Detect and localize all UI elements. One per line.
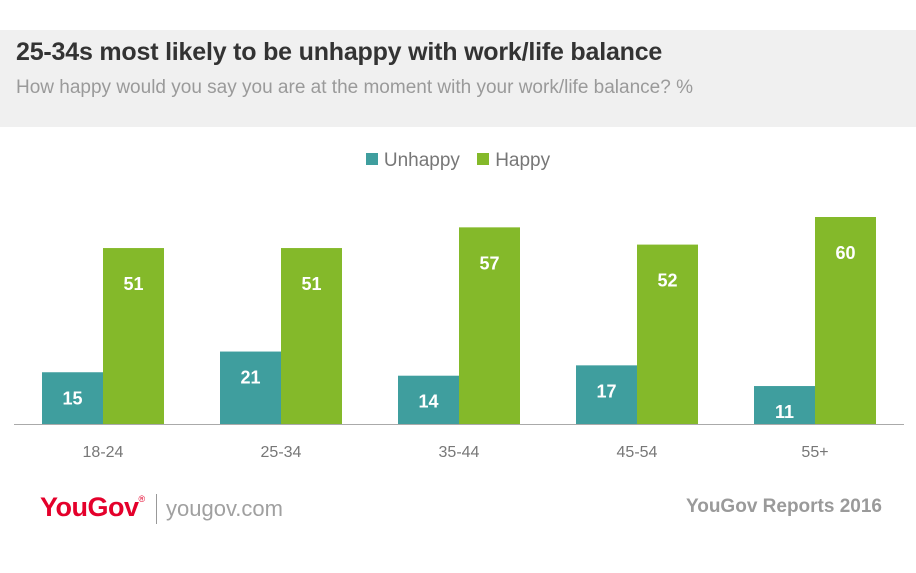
bar-happy-45-54 (637, 244, 698, 424)
data-label-unhappy-45-54: 17 (596, 381, 616, 401)
data-label-happy-25-34: 51 (301, 274, 321, 294)
legend-swatch-happy (477, 153, 490, 165)
yougov-logo: YouGov® (40, 492, 145, 523)
chart-header: 25-34s most likely to be unhappy with wo… (0, 30, 916, 127)
bar-unhappy-18-24 (42, 372, 103, 424)
bar-happy-18-24 (103, 248, 164, 424)
data-label-unhappy-25-34: 21 (240, 368, 260, 388)
chart-subtitle: How happy would you say you are at the m… (16, 77, 693, 98)
data-label-unhappy-55+: 11 (775, 402, 794, 422)
x-tick-label-18-24: 18-24 (83, 444, 124, 461)
logo-text: YouGov (40, 492, 139, 522)
footer-divider (156, 494, 157, 524)
data-label-happy-18-24: 51 (123, 274, 143, 294)
data-label-unhappy-18-24: 15 (62, 388, 82, 408)
x-tick-label-45-54: 45-54 (617, 444, 658, 461)
legend-label-happy: Happy (495, 150, 551, 171)
legend: Unhappy Happy (0, 150, 916, 176)
data-label-happy-35-44: 57 (479, 253, 499, 273)
data-label-happy-45-54: 52 (657, 271, 677, 291)
bar-unhappy-55+ (754, 386, 815, 424)
bar-happy-35-44 (459, 227, 520, 424)
data-label-happy-55+: 60 (835, 243, 855, 263)
legend-item-unhappy: Unhappy (365, 150, 460, 172)
chart-title: 25-34s most likely to be unhappy with wo… (16, 38, 663, 66)
x-tick-label-55+: 55+ (801, 444, 828, 461)
bar-unhappy-35-44 (398, 375, 459, 424)
legend-label-unhappy: Unhappy (383, 150, 460, 171)
footer-site: yougov.com (166, 496, 283, 521)
x-tick-label-35-44: 35-44 (439, 444, 480, 461)
legend-item-happy: Happy (477, 150, 550, 172)
bar-unhappy-25-34 (220, 351, 281, 424)
bar-happy-55+ (815, 217, 876, 424)
data-label-unhappy-35-44: 14 (418, 392, 438, 412)
footer-report: YouGov Reports 2016 (685, 496, 882, 517)
bar-happy-25-34 (281, 248, 342, 424)
bar-unhappy-45-54 (576, 365, 637, 424)
x-tick-label-25-34: 25-34 (261, 444, 302, 461)
legend-swatch-unhappy (365, 153, 378, 165)
logo-mark: ® (138, 494, 146, 504)
